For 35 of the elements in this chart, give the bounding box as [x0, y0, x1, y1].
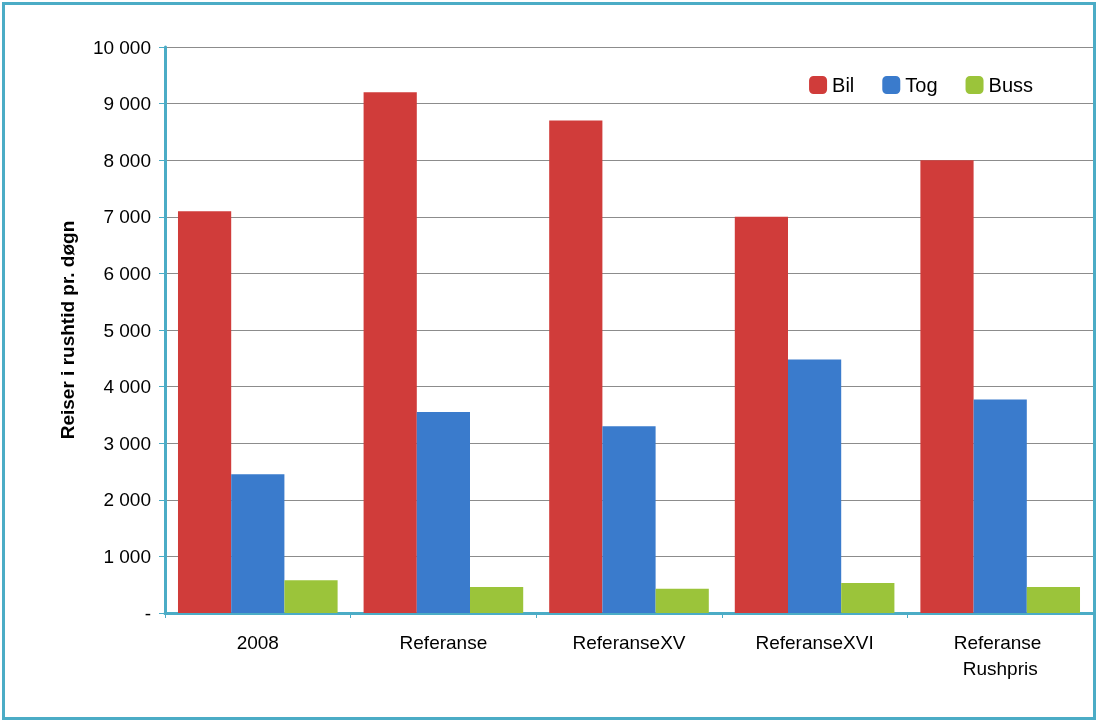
y-tick-label: 6 000: [103, 262, 151, 284]
y-tick-label: 4 000: [103, 376, 151, 398]
y-tick-label: 8 000: [103, 149, 151, 171]
bar: [973, 399, 1027, 613]
y-tick-label: 10 000: [92, 36, 151, 58]
bar: [284, 580, 338, 613]
bar: [841, 583, 895, 613]
x-tick-label: Referanse: [399, 631, 488, 653]
bar: [655, 588, 709, 613]
y-tick-label: 3 000: [103, 432, 151, 454]
x-tick-label: 2008: [236, 631, 279, 653]
bar: [549, 120, 603, 613]
bar: [1026, 586, 1081, 613]
bar: [602, 426, 656, 613]
bar: [177, 211, 232, 613]
legend-label: Tog: [905, 74, 938, 96]
y-tick-label: 9 000: [103, 93, 151, 115]
bar: [363, 92, 417, 613]
y-tick-label: -: [144, 602, 151, 624]
x-tick-label: Referanse Rushpris: [953, 631, 1047, 679]
y-axis-title: Reiser i rushtid pr. døgn: [57, 220, 78, 440]
legend-label: Bil: [832, 74, 855, 96]
bar: [416, 412, 470, 613]
y-tick-label: 7 000: [103, 206, 151, 228]
bar: [920, 160, 974, 613]
legend-label: Buss: [988, 74, 1034, 96]
bar: [788, 359, 842, 613]
x-tick-label: ReferanseXVI: [755, 631, 874, 653]
bar: [470, 586, 524, 613]
y-tick-label: 5 000: [103, 319, 151, 341]
y-tick-label: 2 000: [103, 489, 151, 511]
bar: [231, 474, 285, 613]
bar: [734, 216, 788, 613]
x-tick-label: ReferanseXV: [572, 631, 686, 653]
y-tick-label: 1 000: [103, 545, 151, 567]
